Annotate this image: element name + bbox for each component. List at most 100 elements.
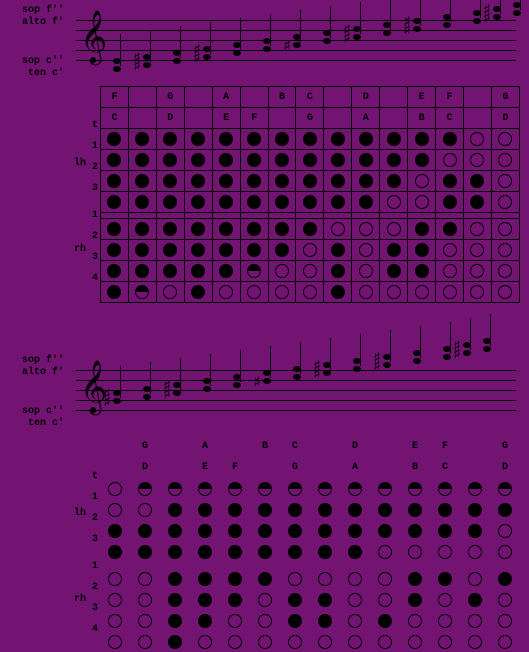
fingering-cell bbox=[220, 541, 250, 562]
fingering-cell bbox=[408, 129, 436, 150]
fingering-hole bbox=[258, 482, 272, 496]
fingering-hole bbox=[318, 614, 332, 628]
fingering-cell bbox=[436, 261, 464, 282]
fingering-hole bbox=[468, 503, 482, 517]
fingering-hole bbox=[438, 482, 452, 496]
fingering-hole bbox=[331, 195, 345, 209]
fingering-cell bbox=[160, 520, 190, 541]
fingering-cell bbox=[340, 568, 370, 589]
fingering-hole bbox=[303, 195, 317, 209]
fingering-cell bbox=[400, 478, 430, 499]
fingering-hole bbox=[163, 195, 177, 209]
note bbox=[473, 10, 481, 16]
fingering-hole bbox=[303, 285, 317, 299]
fingering-hole bbox=[318, 524, 332, 538]
fingering-cell bbox=[491, 129, 519, 150]
fingering-cell bbox=[240, 192, 268, 213]
fingering-cell bbox=[324, 219, 352, 240]
alto-f-label: alto f' bbox=[2, 17, 64, 29]
col-header-upper: A bbox=[190, 436, 220, 457]
note bbox=[173, 390, 181, 396]
fingering-hole bbox=[498, 174, 512, 188]
fingering-hole bbox=[219, 264, 233, 278]
fingering-hole bbox=[438, 614, 452, 628]
fingering-hole bbox=[288, 635, 302, 649]
fingering-cell bbox=[240, 282, 268, 303]
fingering-hole bbox=[468, 635, 482, 649]
fingering-cell bbox=[240, 129, 268, 150]
fingering-hole bbox=[275, 264, 289, 278]
fingering-hole bbox=[359, 195, 373, 209]
col-header-lower: F bbox=[240, 108, 268, 129]
fingering-cell bbox=[100, 541, 130, 562]
row-label: 1 bbox=[86, 136, 98, 157]
fingering-cell bbox=[340, 478, 370, 499]
fingering-cell bbox=[212, 150, 240, 171]
fingering-hole bbox=[247, 195, 261, 209]
fingering-hole bbox=[348, 482, 362, 496]
fingering-hole bbox=[219, 132, 233, 146]
fingering-cell bbox=[400, 499, 430, 520]
fingering-cell bbox=[436, 150, 464, 171]
col-header-upper: C bbox=[296, 87, 324, 108]
fingering-cell bbox=[101, 240, 129, 261]
row-label: 2 bbox=[86, 157, 98, 178]
fingering-cell bbox=[463, 129, 491, 150]
fingering-cell bbox=[310, 478, 340, 499]
fingering-hole bbox=[331, 285, 345, 299]
fingering-cell bbox=[268, 282, 296, 303]
fingering-cell bbox=[370, 541, 400, 562]
fingering-cell bbox=[340, 631, 370, 652]
fingering-hole bbox=[438, 635, 452, 649]
fingering-hole bbox=[468, 593, 482, 607]
fingering-cell bbox=[190, 568, 220, 589]
fingering-hole bbox=[468, 572, 482, 586]
col-header-upper bbox=[160, 436, 190, 457]
fingering-hole bbox=[108, 524, 122, 538]
fingering-cell bbox=[310, 541, 340, 562]
fingering-hole bbox=[348, 593, 362, 607]
fingering-hole bbox=[191, 174, 205, 188]
fingering-cell bbox=[268, 192, 296, 213]
fingering-hole bbox=[303, 222, 317, 236]
fingering-hole bbox=[228, 572, 242, 586]
fingering-hole bbox=[228, 593, 242, 607]
fingering-hole bbox=[408, 482, 422, 496]
fingering-hole bbox=[247, 222, 261, 236]
fingering-cell bbox=[184, 282, 212, 303]
fingering-cell bbox=[296, 219, 324, 240]
fingering-cell bbox=[340, 499, 370, 520]
fingering-cell bbox=[156, 261, 184, 282]
sharp-icon: ♯ bbox=[134, 59, 140, 71]
note bbox=[263, 46, 271, 52]
fingering-cell bbox=[128, 240, 156, 261]
fingering-hole bbox=[275, 174, 289, 188]
fingering-cell bbox=[380, 150, 408, 171]
fingering-cell bbox=[130, 610, 160, 631]
fingering-hole bbox=[498, 264, 512, 278]
fingering-cell bbox=[430, 631, 460, 652]
fingering-hole bbox=[468, 614, 482, 628]
fingering-cell bbox=[156, 219, 184, 240]
fingering-cell bbox=[190, 631, 220, 652]
fingering-cell bbox=[212, 240, 240, 261]
fingering-hole bbox=[470, 195, 484, 209]
fingering-hole bbox=[303, 132, 317, 146]
fingering-hole bbox=[470, 222, 484, 236]
fingering-cell bbox=[296, 150, 324, 171]
fingering-cell bbox=[400, 610, 430, 631]
fingering-hole bbox=[331, 174, 345, 188]
fingering-hole bbox=[228, 503, 242, 517]
fingering-hole bbox=[228, 524, 242, 538]
fingering-cell bbox=[408, 282, 436, 303]
fingering-cell bbox=[100, 589, 130, 610]
fingering-hole bbox=[258, 545, 272, 559]
lh-label-1: lh bbox=[74, 158, 86, 169]
note bbox=[233, 50, 241, 56]
fingering-cell bbox=[310, 610, 340, 631]
fingering-hole bbox=[498, 222, 512, 236]
fingering-hole bbox=[288, 614, 302, 628]
sharp-icon: ♯ bbox=[314, 367, 320, 379]
fingering-hole bbox=[288, 482, 302, 496]
fingering-cell bbox=[380, 282, 408, 303]
